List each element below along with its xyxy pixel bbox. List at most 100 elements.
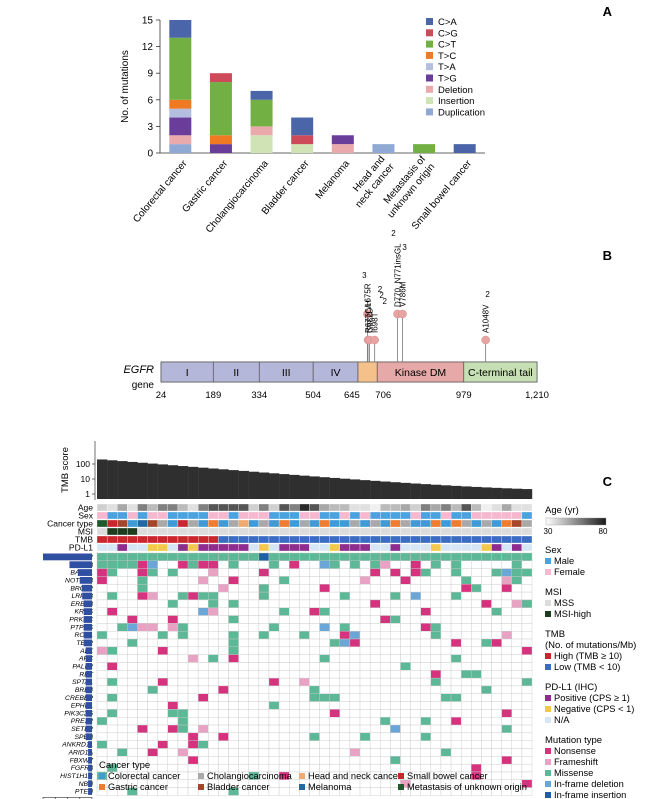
mutation-cell xyxy=(228,756,239,765)
mutation-cell xyxy=(106,740,118,749)
mutation-cell xyxy=(400,576,411,585)
mutation-cell xyxy=(501,599,512,608)
mutation-cell xyxy=(248,732,260,741)
mutation-cell xyxy=(96,584,108,593)
mutation-cell xyxy=(410,576,421,585)
mutation-cell xyxy=(299,756,310,765)
mutation-cell xyxy=(339,607,351,616)
mutation-cell xyxy=(460,677,472,687)
mutation-cell xyxy=(380,677,391,687)
mutation-cell xyxy=(410,677,421,687)
tmb-bar xyxy=(117,461,128,499)
mutation-cell xyxy=(329,646,340,655)
mutation-cell xyxy=(278,693,290,702)
tmb-cell xyxy=(359,535,371,544)
mutation-cell xyxy=(481,615,492,624)
mutation-cell xyxy=(390,662,401,671)
x-tick-label: Melanoma xyxy=(314,158,353,201)
mutation-cell xyxy=(369,787,381,796)
mutation-cell xyxy=(289,724,300,734)
sex-cell xyxy=(228,511,239,520)
mutation-cell xyxy=(299,599,310,608)
mutation-cell xyxy=(147,584,158,593)
mutation-cell xyxy=(359,693,371,702)
mutation-cell xyxy=(117,638,128,648)
mutation-cell xyxy=(440,756,452,765)
cancer-type-cell xyxy=(410,519,421,528)
mutation-cell xyxy=(491,763,502,773)
mutation-cell xyxy=(349,560,361,569)
mutation-cell xyxy=(177,607,189,616)
mutation-cell xyxy=(359,787,371,796)
mutation-cell xyxy=(167,615,179,624)
mutation-cell xyxy=(167,646,179,655)
mutation-cell xyxy=(137,552,148,562)
mutation-cell xyxy=(359,717,371,726)
mutation-cell xyxy=(319,615,330,624)
mutation-cell xyxy=(440,552,452,562)
mutation-cell xyxy=(96,646,108,655)
age-cell xyxy=(380,503,391,512)
bar-segment-c-t xyxy=(169,37,192,100)
mutant-pct-bar xyxy=(85,733,92,741)
mutation-cell xyxy=(339,724,351,734)
mutation-cell xyxy=(147,670,158,679)
mutation-cell xyxy=(127,631,138,640)
age-cell xyxy=(127,503,138,512)
mutation-cell xyxy=(471,756,482,765)
mutation-cell xyxy=(147,693,158,702)
mutation-cell xyxy=(390,724,401,734)
mutation-cell xyxy=(258,654,270,663)
cancer-type-cell xyxy=(289,519,300,528)
mutation-cell xyxy=(319,724,330,734)
mutant-pct-bar xyxy=(88,749,92,756)
mutation-cell xyxy=(96,552,108,562)
lollipop-head xyxy=(481,335,490,345)
mutation-cell xyxy=(96,654,108,663)
pd-l1-cell xyxy=(390,543,401,552)
mutation-cell xyxy=(137,724,148,734)
mutation-cell xyxy=(228,623,239,632)
mutation-cell xyxy=(460,638,472,648)
mutation-cell xyxy=(187,787,199,796)
mutation-cell xyxy=(369,599,381,608)
tmb-bar xyxy=(127,461,138,499)
tmb-bar xyxy=(329,477,340,499)
mutation-cell xyxy=(137,646,148,655)
mutation-cell xyxy=(501,724,512,734)
mutation-cell xyxy=(177,584,189,593)
tmb-cell xyxy=(521,535,533,544)
mutation-cell xyxy=(501,623,512,632)
mutation-cell xyxy=(137,560,148,569)
mutation-cell xyxy=(460,740,472,749)
mutation-cell xyxy=(410,748,421,757)
mutation-cell xyxy=(228,568,239,577)
legend-label: T>G xyxy=(438,74,457,85)
mutation-cell xyxy=(258,631,270,640)
mutation-cell xyxy=(450,724,462,734)
mutation-cell xyxy=(197,670,209,679)
mutation-cell xyxy=(106,584,118,593)
mutation-cell xyxy=(491,717,502,726)
mutation-cell xyxy=(268,717,280,726)
mutation-cell xyxy=(127,552,138,562)
sex-cell xyxy=(248,511,260,520)
mutation-cell xyxy=(390,631,401,640)
mutation-cell xyxy=(390,638,401,648)
tmb-bar xyxy=(289,474,300,499)
mutation-cell xyxy=(309,584,320,593)
mutation-cell xyxy=(440,724,452,734)
mutation-cell xyxy=(400,662,411,671)
mutation-cell xyxy=(137,709,148,718)
mutation-cell xyxy=(410,638,421,648)
mutation-cell xyxy=(501,584,512,593)
mutation-cell xyxy=(359,685,371,694)
mutation-cell xyxy=(96,662,108,671)
mutation-cell xyxy=(410,568,421,577)
tmb-bar xyxy=(258,472,270,499)
mutation-cell xyxy=(167,654,179,663)
mutation-cell xyxy=(117,685,128,694)
mutation-cell xyxy=(410,685,421,694)
age-legend-max: 80 xyxy=(599,527,608,536)
tmb-cell xyxy=(511,535,523,544)
